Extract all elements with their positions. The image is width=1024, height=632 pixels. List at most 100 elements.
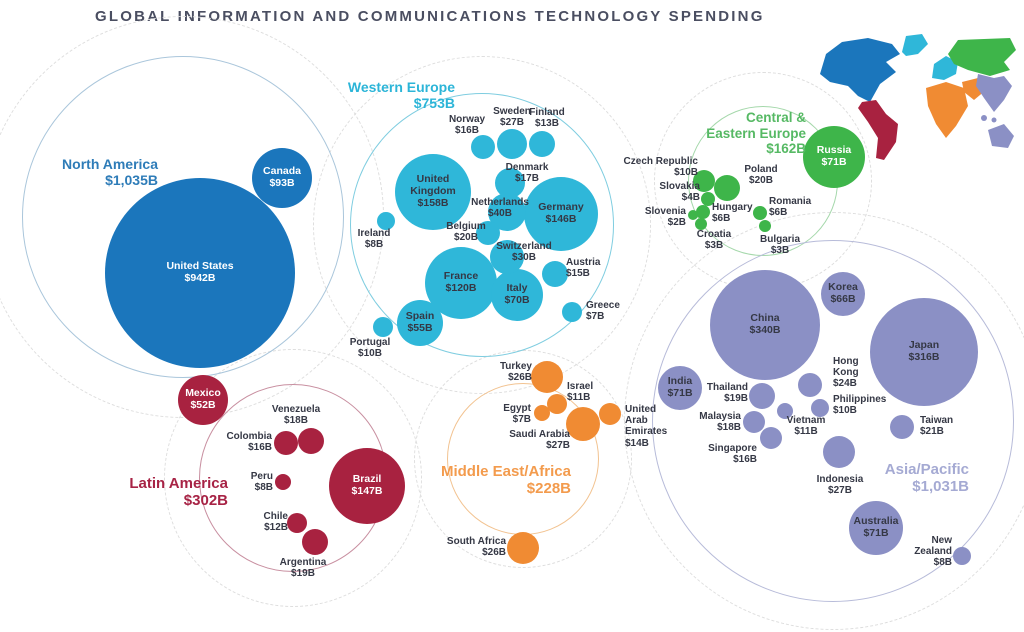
country-bubble [811,399,829,417]
country-bubble [490,240,524,274]
country-label: Belgium $20B [446,221,486,244]
world-map [820,34,1016,160]
country-label: Colombia $16B [226,431,272,454]
country-bubble [753,206,767,220]
country-label: Netherlands $40B [471,197,529,220]
country-bubble [531,361,563,393]
country-bubble [759,220,771,232]
country-bubble [507,532,539,564]
country-bubble [823,436,855,468]
country-bubble [298,428,324,454]
map-africa [926,82,968,138]
country-bubble [701,192,715,206]
region-label: Central & Eastern Europe $162B [706,110,806,157]
country-bubble [693,170,715,192]
region-label: North America $1,035B [62,156,158,189]
region-label: Latin America $302B [129,475,228,510]
country-label: Romania $6B [769,196,812,219]
country-bubble [275,474,291,490]
country-label: Switzerland $30B [496,241,552,264]
country-label: Croatia $3B [696,229,732,252]
country-bubble [476,221,500,245]
country-bubble [302,529,328,555]
country-bubble: Canada $93B [252,148,312,208]
country-label: Portugal $10B [349,337,391,360]
country-label: Hong Kong $24B [833,356,859,390]
country-label: Saudi Arabia $27B [509,429,570,452]
country-label: Denmark $17B [505,162,549,185]
map-russia [948,38,1016,76]
country-bubble: China $340B [710,270,820,380]
country-bubble [566,407,600,441]
country-label: Chile $12B [263,511,288,534]
country-label: Sweden $27B [493,106,531,129]
country-label: Argentina $19B [279,557,327,580]
country-label: Philippines $10B [833,394,887,417]
country-label: Austria $15B [566,257,601,280]
country-label: Czech Republic $10B [623,156,698,179]
country-label: United Arab Emirates $14B [625,404,668,449]
map-europe [932,56,958,80]
country-bubble: Brazil $147B [329,448,405,524]
country-label: Peru $8B [250,471,273,494]
country-bubble [696,205,710,219]
country-bubble [798,373,822,397]
country-bubble [749,383,775,409]
map-asia [976,74,1012,112]
country-label: Venezuela $18B [271,404,321,427]
country-bubble: Italy $70B [491,269,543,321]
map-greenland [902,34,928,56]
country-label: Poland $20B [744,164,778,187]
country-bubble: Germany $146B [524,177,598,251]
country-bubble [599,403,621,425]
country-bubble [534,405,550,421]
country-label: Slovenia $2B [644,206,686,229]
country-bubble [377,212,395,230]
country-bubble: Korea $66B [821,272,865,316]
country-label: Israel $11B [567,381,594,404]
region-outline [350,93,614,357]
country-label: Norway $16B [448,114,486,137]
country-label: Taiwan $21B [920,415,954,438]
country-label: Bulgaria $3B [759,234,801,257]
map-north-america [820,38,900,102]
country-bubble [529,131,555,157]
country-label: Turkey $26B [499,361,532,384]
country-bubble: India $71B [658,366,702,410]
country-bubble [274,431,298,455]
country-label: New Zealand $8B [914,535,952,569]
country-label: Hungary $6B [712,202,753,225]
region-label: Asia/Pacific $1,031B [884,461,969,496]
country-bubble [495,168,525,198]
country-bubble: Japan $316B [870,298,978,406]
country-bubble [777,403,793,419]
map-island [991,117,997,123]
region-label: Middle East/Africa $228B [440,463,571,498]
region-outline [652,240,1014,602]
country-label: Thailand $19B [706,382,748,405]
country-bubble: Australia $71B [849,501,903,555]
country-label: Indonesia $27B [816,474,864,497]
country-bubble [890,415,914,439]
country-label: Singapore $16B [708,443,757,466]
country-label: Malaysia $18B [699,411,741,434]
country-bubble [695,218,707,230]
map-australia [988,124,1014,148]
country-bubble [953,547,971,565]
country-bubble: Mexico $52B [178,375,228,425]
map-south-america [858,100,898,160]
map-island [981,115,987,121]
country-label: Egypt $7B [503,403,531,426]
country-bubble: United Kingdom $158B [395,154,471,230]
country-bubble [760,427,782,449]
country-bubble [471,135,495,159]
country-bubble: United States $942B [105,178,295,368]
country-bubble [542,261,568,287]
region-outline [22,56,344,378]
country-bubble [287,513,307,533]
country-bubble: Spain $55B [397,300,443,346]
country-bubble [688,210,698,220]
country-label: South Africa $26B [446,536,506,559]
country-label: Vietnam $11B [786,415,826,438]
